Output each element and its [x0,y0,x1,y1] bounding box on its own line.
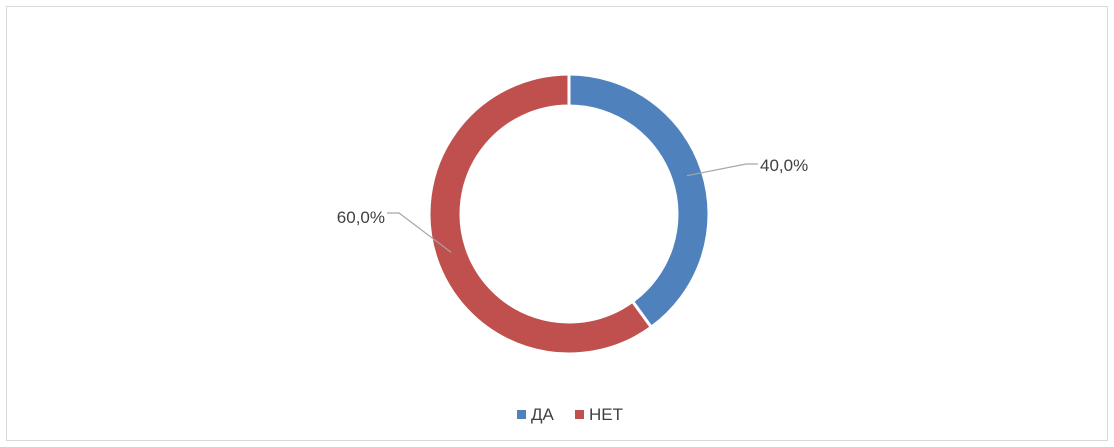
legend-label-no: НЕТ [589,405,623,424]
data-label-yes: 40,0% [760,156,808,175]
legend-swatch-no [575,410,584,419]
legend: ДА НЕТ [517,405,623,424]
slices-group [429,74,709,354]
legend-swatch-yes [517,410,526,419]
data-label-no: 60,0% [337,208,385,227]
slice-yes [569,74,709,327]
legend-label-yes: ДА [531,405,555,424]
